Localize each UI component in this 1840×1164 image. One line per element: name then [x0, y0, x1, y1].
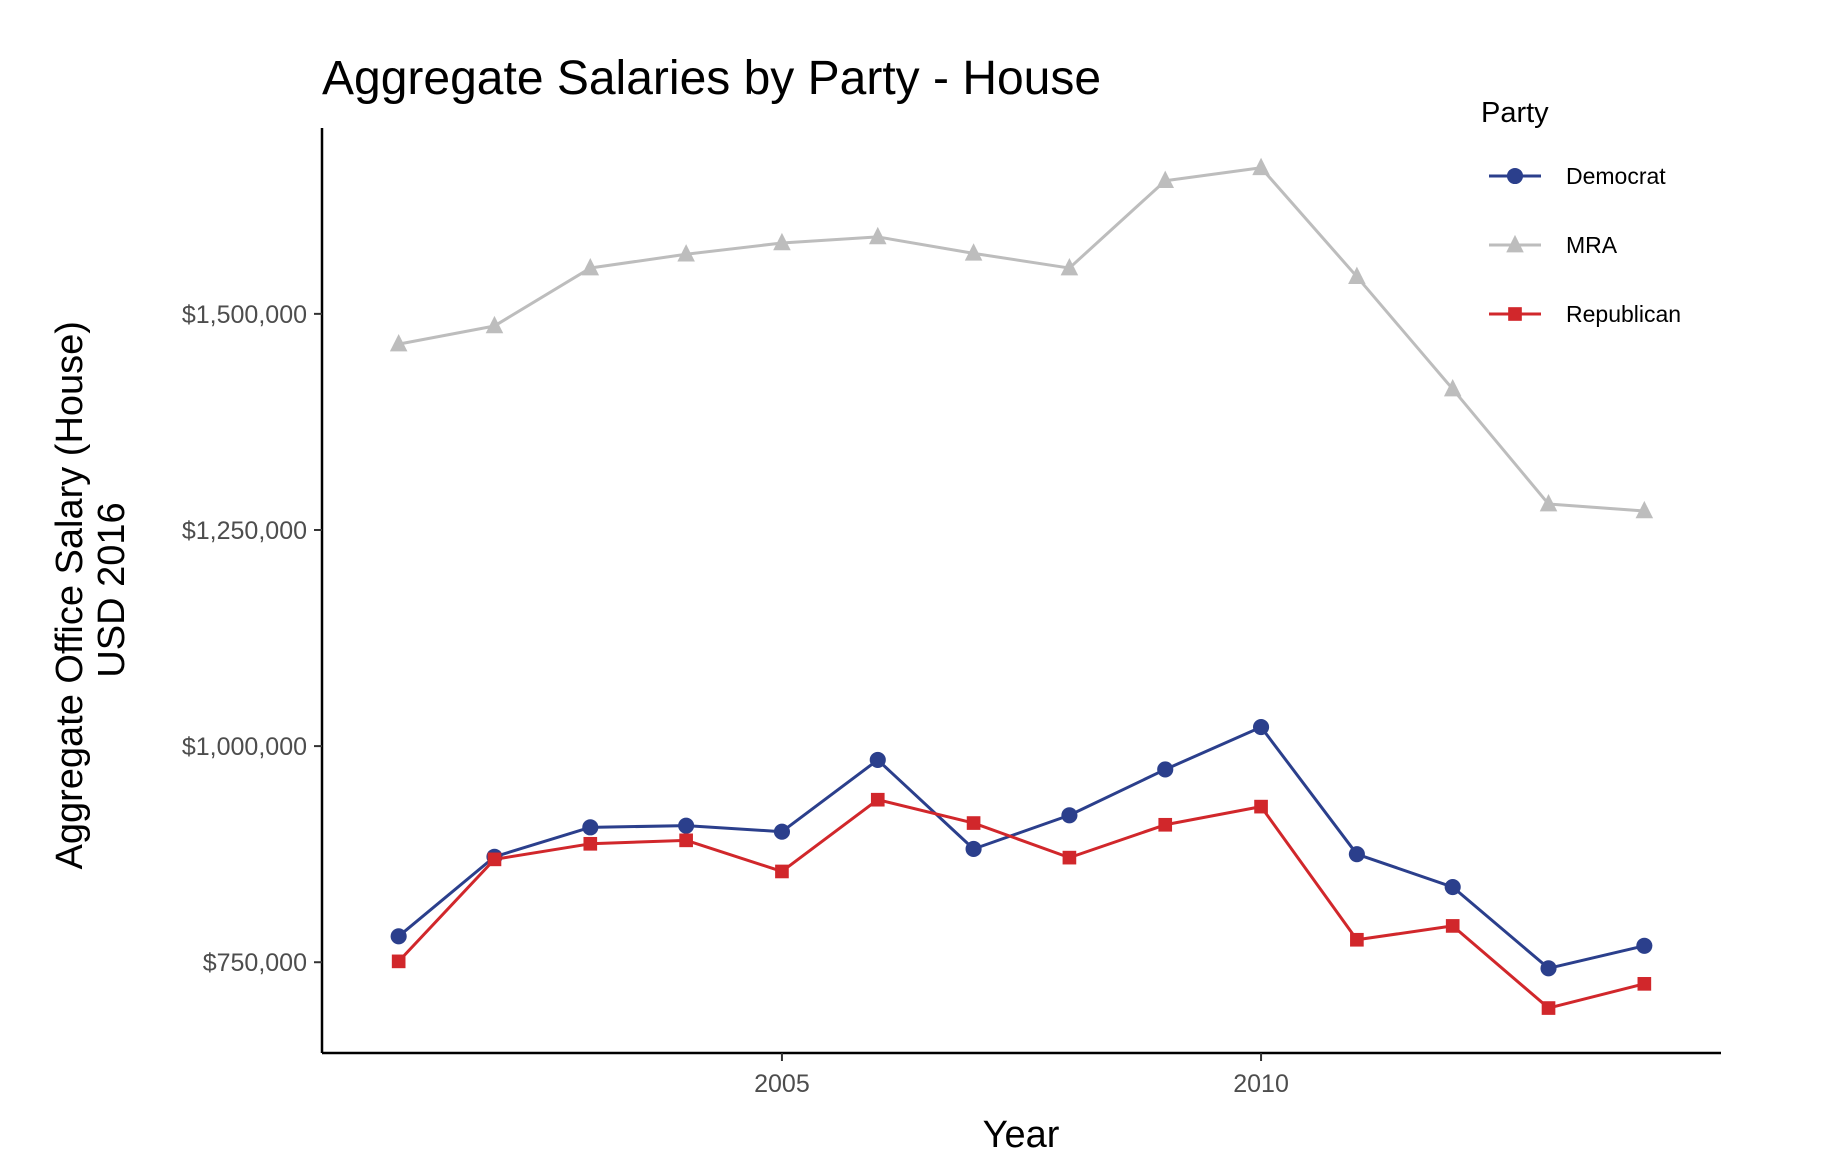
y-axis-title-line-1: Aggregate Office Salary (House): [49, 321, 91, 869]
y-tick-label: $1,500,000: [182, 301, 307, 329]
legend-title: Party: [1481, 97, 1549, 129]
data-point-republican: [391, 954, 406, 969]
series-line-republican: [397, 798, 1645, 1010]
data-point-democrat: [869, 751, 886, 768]
y-axis-title: Aggregate Office Salary (House) USD 2016: [49, 310, 133, 869]
data-point-mra: [964, 243, 983, 261]
y-axis-title-line-2: USD 2016: [91, 502, 133, 677]
data-point-democrat: [1636, 937, 1653, 954]
data-point-republican: [1541, 1001, 1556, 1015]
chart-title: Aggregate Salaries by Party - House: [322, 52, 1101, 105]
data-point-democrat: [1348, 846, 1365, 863]
data-point-republican: [775, 864, 789, 879]
axes: [320, 128, 1721, 1055]
series-republican: [391, 792, 1652, 1015]
data-point-republican: [1062, 850, 1077, 865]
data-point-republican: [679, 833, 693, 848]
legend: Party Democrat MRA Republican: [1481, 97, 1681, 327]
data-point-republican: [1158, 817, 1173, 832]
data-point-republican: [1350, 932, 1364, 947]
x-tick-label: 2010: [1233, 1070, 1289, 1098]
data-point-democrat: [390, 928, 407, 945]
data-point-mra: [1443, 378, 1462, 397]
data-point-mra: [1156, 170, 1175, 189]
data-point-democrat: [1061, 807, 1078, 824]
legend-item-mra: MRA: [1489, 232, 1618, 258]
data-point-mra: [1635, 500, 1654, 519]
data-point-democrat: [1252, 719, 1270, 736]
data-point-republican: [487, 852, 502, 867]
x-axis-title: Year: [983, 1114, 1060, 1156]
legend-item-republican: Republican: [1489, 301, 1681, 327]
data-point-republican: [1254, 799, 1268, 814]
series-layer: [389, 157, 1654, 1015]
legend-marker-democrat: [1506, 167, 1524, 185]
x-axis: 2005 2010: [754, 1053, 1289, 1098]
data-point-mra: [485, 315, 504, 334]
data-point-democrat: [965, 840, 982, 858]
data-point-mra: [773, 232, 791, 251]
data-point-mra: [389, 334, 408, 352]
data-point-democrat: [1540, 960, 1557, 977]
legend-item-democrat: Democrat: [1489, 163, 1666, 189]
legend-marker-mra: [1506, 234, 1524, 253]
y-tick-label: $1,000,000: [182, 733, 307, 761]
data-point-mra: [1348, 266, 1366, 285]
data-point-mra: [1539, 493, 1558, 512]
legend-label-republican: Republican: [1566, 301, 1681, 327]
data-point-mra: [581, 257, 600, 276]
data-point-democrat: [582, 819, 599, 836]
data-point-republican: [870, 792, 885, 807]
data-point-democrat: [678, 817, 695, 834]
data-point-republican: [1637, 977, 1652, 991]
x-tick-label: 2005: [754, 1070, 810, 1098]
legend-label-mra: MRA: [1566, 232, 1618, 258]
data-point-republican: [966, 816, 981, 830]
data-point-mra: [1252, 157, 1270, 176]
data-point-republican: [583, 836, 598, 851]
legend-label-democrat: Democrat: [1566, 163, 1666, 189]
data-point-mra: [868, 226, 887, 245]
data-point-democrat: [1157, 761, 1174, 778]
legend-marker-republican: [1508, 307, 1522, 321]
y-tick-label: $1,250,000: [182, 517, 307, 545]
series-line-democrat: [397, 725, 1645, 970]
data-point-democrat: [1444, 878, 1461, 896]
y-tick-label: $750,000: [203, 949, 307, 977]
data-point-republican: [1445, 919, 1460, 933]
data-point-mra: [1060, 257, 1079, 276]
data-point-mra: [677, 244, 695, 262]
series-democrat: [390, 719, 1653, 977]
series-mra: [389, 157, 1654, 519]
data-point-democrat: [773, 823, 791, 840]
y-axis: $750,000 $1,000,000 $1,250,000 $1,500,000: [182, 301, 322, 977]
series-line-mra: [398, 166, 1645, 513]
